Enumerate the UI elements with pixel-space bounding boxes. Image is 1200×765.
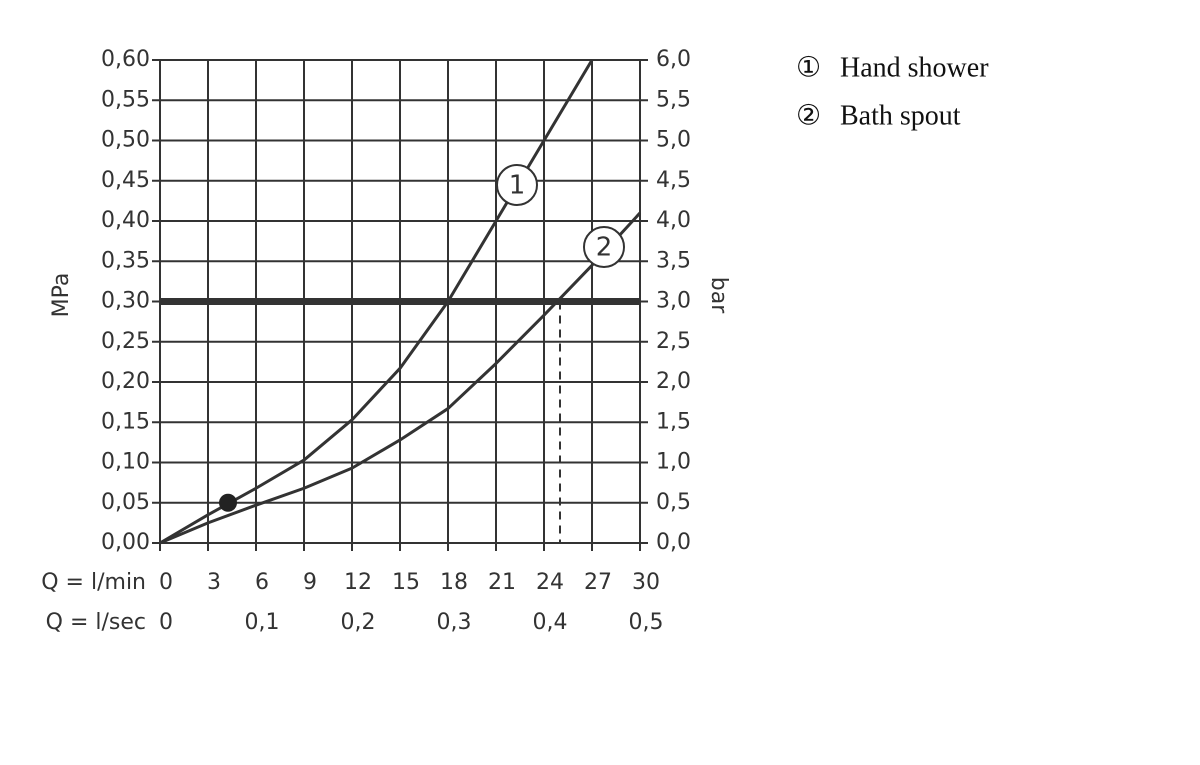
y2-tick-label: 3,5 [656,248,691,273]
curve-label-circle [496,164,538,206]
y-axis-label: MPa [49,273,74,318]
y-tick-label: 0,40 [101,208,150,233]
x-tick-label: 3 [207,570,221,595]
y2-tick-label: 5,0 [656,128,691,153]
y2-tick-label: 4,0 [656,208,691,233]
y-tick-label: 0,35 [101,248,150,273]
y-tick-label: 0,30 [101,289,150,314]
x2-axis-label: Q = l/sec [46,610,146,635]
x2-tick-label: 0,4 [533,610,568,635]
x-tick-label: 9 [303,570,317,595]
y-tick-label: 0,45 [101,168,150,193]
series-line [159,211,642,545]
curve-label-circle [583,226,625,268]
y2-tick-label: 0,5 [656,490,691,515]
y-tick-label: 0,25 [101,329,150,354]
x2-tick-label: 0,1 [245,610,280,635]
y2-tick-label: 5,5 [656,87,691,112]
y2-tick-label: 6,0 [656,47,691,72]
y-tick-label: 0,60 [101,47,150,72]
y2-tick-label: 0,0 [656,530,691,555]
y-tick-label: 0,15 [101,409,150,434]
x2-tick-label: 0 [159,610,173,635]
y2-tick-label: 4,5 [656,168,691,193]
legend: ① Hand shower ② Bath spout [796,52,989,131]
x-tick-label: 27 [584,570,612,595]
legend-label: Bath spout [840,100,961,131]
y-tick-label: 0,50 [101,128,150,153]
x-tick-label: 0 [159,570,173,595]
point-marker [219,493,237,512]
y-tick-label: 0,10 [101,450,150,475]
y2-tick-label: 1,5 [656,409,691,434]
curve-label: 2 [596,233,613,263]
legend-symbol: ① [796,52,821,83]
y2-axis-label: bar [706,277,731,314]
y2-tick-label: 2,0 [656,369,691,394]
x-tick-label: 30 [632,570,660,595]
y2-tick-label: 3,0 [656,289,691,314]
x-tick-label: 18 [440,570,468,595]
y-tick-label: 0,20 [101,369,150,394]
y-tick-label: 0,55 [101,87,150,112]
x2-tick-label: 0,3 [437,610,472,635]
y-tick-label: 0,00 [101,530,150,555]
x-tick-label: 15 [392,570,420,595]
x-tick-label: 12 [344,570,372,595]
y-tick-label: 0,05 [101,490,150,515]
legend-symbol: ② [796,100,821,131]
x-tick-label: 21 [488,570,516,595]
y2-tick-label: 2,5 [656,329,691,354]
x-axis-label: Q = l/min [41,570,146,595]
x2-tick-label: 0,2 [341,610,376,635]
x-tick-label: 6 [255,570,269,595]
legend-label: Hand shower [840,52,989,83]
x-tick-label: 24 [536,570,564,595]
curve-label: 1 [509,171,526,201]
x2-tick-label: 0,5 [629,610,664,635]
y2-tick-label: 1,0 [656,450,691,475]
